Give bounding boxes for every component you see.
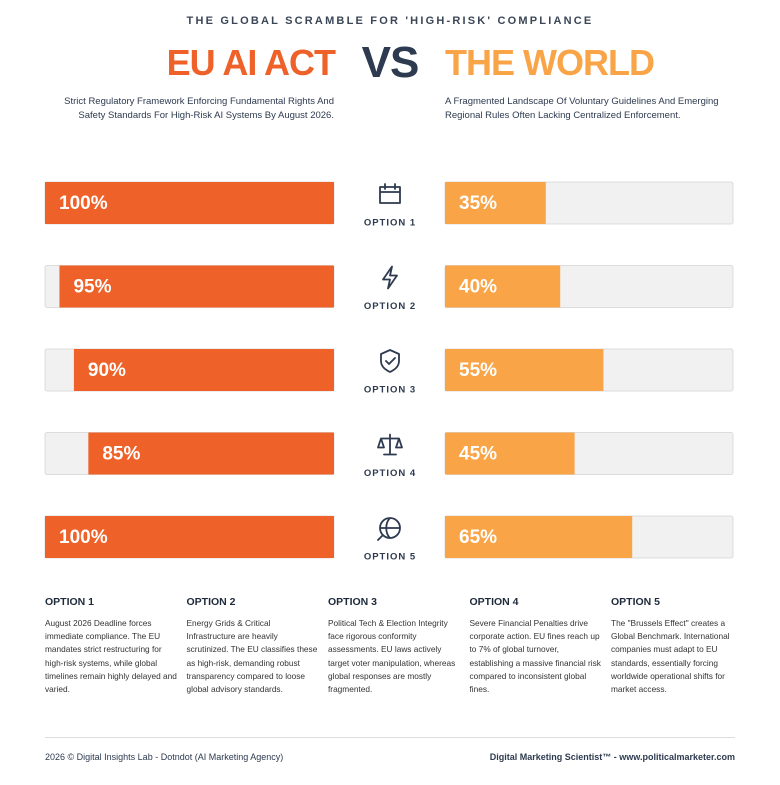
note-text: August 2026 Deadline forces immediate co… [45,618,177,695]
note-text: The "Brussels Effect" creates a Global B… [611,618,730,695]
bar [73,349,335,391]
value-label: 40% [459,277,497,298]
value-label: 100% [59,193,108,214]
note: OPTION 3 Political Tech & Election Integr… [328,596,460,696]
footer-right: Digital Marketing Scientist™ - www.polit… [489,752,735,762]
bar [88,432,334,475]
bar [445,432,575,475]
chart-title: THE GLOBAL SCRAMBLE FOR 'HIGH-RISK' COMP… [186,15,594,27]
bar [445,265,561,308]
versus: VS [361,38,420,87]
value-label: 35% [459,193,497,214]
series-title: EU AI ACT [166,42,336,83]
note-title: OPTION 5 [611,596,661,608]
series-description: A Fragmented Landscape Of Voluntary Guid… [445,96,719,121]
value-label: 95% [73,277,111,298]
note-title: OPTION 1 [45,596,95,608]
note: OPTION 1 August 2026 Deadline forces imme… [45,596,177,696]
icon [377,433,403,456]
note-title: OPTION 4 [469,596,519,608]
value-label: 45% [459,444,497,465]
value-label: 65% [459,527,497,548]
icon [377,517,401,541]
chart: 100% 35% OPTION 1 95% 40% OPTION 2 90% 55% OPTIO… [44,181,734,563]
bar [45,516,334,558]
category-label: OPTION 5 [364,552,416,563]
bar [45,182,334,224]
value-label: 85% [102,444,140,465]
icon [379,183,401,204]
value-label: 100% [59,527,108,548]
value-label: 55% [459,360,497,381]
category-label: OPTION 4 [364,468,416,479]
bar [445,516,633,558]
series-description: Strict Regulatory Framework Enforcing Fu… [64,96,334,121]
value-label: 90% [88,360,126,381]
note: OPTION 4 Severe Financial Penalties drive… [470,596,602,696]
icon [382,265,398,290]
category-label: OPTION 3 [364,385,416,396]
note-title: OPTION 2 [186,596,236,608]
footer-left: 2026 © Digital Insights Lab - Dotndot (A… [45,752,284,762]
note-text: Political Tech & Election Integrity face… [328,618,456,695]
note-text: Energy Grids & Critical Infrastructure a… [186,618,318,695]
note: OPTION 5 The "Brussels Effect" creates a … [611,596,743,696]
bar [445,182,546,224]
note-title: OPTION 3 [328,596,378,608]
bar [445,349,604,391]
divider [45,737,735,738]
category-label: OPTION 2 [364,301,416,312]
bar [59,265,334,308]
note-text: Severe Financial Penalties drive corpora… [469,618,601,695]
category-label: OPTION 1 [364,218,416,229]
note: OPTION 2 Energy Grids & Critical Infrastr… [187,596,319,696]
series-title: THE WORLD [445,42,655,83]
icon [380,349,400,373]
